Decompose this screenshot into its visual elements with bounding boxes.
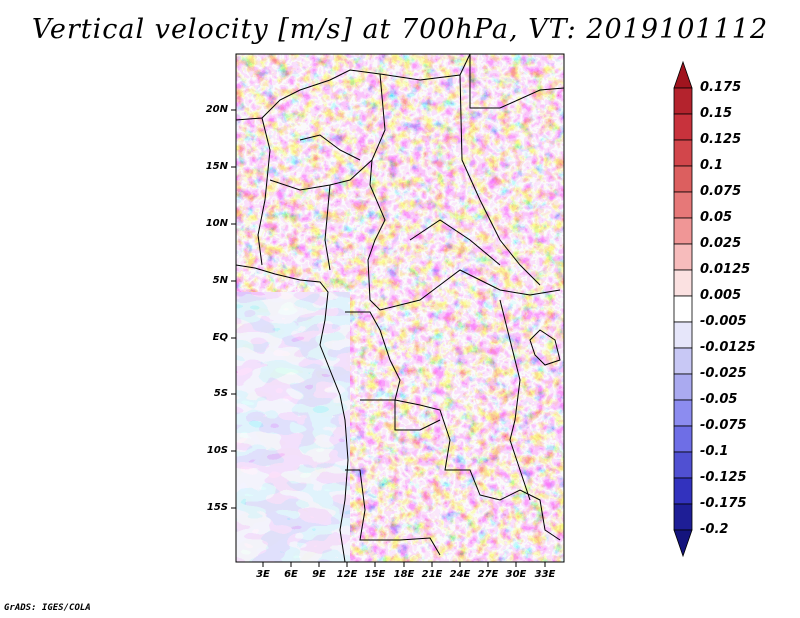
country-borders [236,54,564,562]
colorbar-segment [673,425,693,453]
colorbar-segment [673,347,693,375]
colorbar-segment [673,217,693,245]
colorbar-segment [673,451,693,479]
map-frame [235,53,565,563]
lon-label: 6E [284,569,298,580]
lon-label: 15E [364,569,386,580]
colorbar-segment [673,139,693,167]
credit-text: GrADS: IGES/COLA [4,603,91,613]
lon-label: 18E [393,569,415,580]
colorbar-segment [673,321,693,349]
lon-label: 27E [477,569,499,580]
colorbar-label: 0.1 [700,158,724,173]
colorbar-segment [673,191,693,219]
colorbar-segment [673,87,693,115]
lat-label: 15S [206,502,228,513]
lon-label: 21E [421,569,443,580]
colorbar-segment [673,529,693,558]
lat-label: 10S [206,445,228,456]
colorbar-label: -0.125 [700,470,747,485]
colorbar-label: -0.025 [700,366,747,381]
colorbar-label: 0.075 [700,184,742,199]
colorbar-label: 0.175 [700,80,742,95]
lat-label: 20N [205,104,228,115]
lat-ticks [231,109,236,509]
lat-label: 5S [213,388,228,399]
colorbar-label: -0.175 [700,496,747,511]
colorbar [673,60,693,558]
colorbar-label: -0.005 [700,314,747,329]
colorbar-label: 0.125 [700,132,742,147]
lat-label: 10N [205,218,228,229]
colorbar-label: -0.075 [700,418,747,433]
colorbar-segment [673,243,693,271]
colorbar-label: 0.025 [700,236,742,251]
colorbar-segment [673,373,693,401]
chart-title: Vertical velocity [m/s] at 700hPa, VT: 2… [31,14,769,45]
lat-label: 15N [205,161,228,172]
lon-label: 9E [312,569,326,580]
colorbar-label: 0.15 [700,106,733,121]
lat-label: EQ [212,332,228,343]
colorbar-segment [673,477,693,505]
lon-label: 30E [505,569,527,580]
lon-ticks [262,562,546,567]
lon-label: 3E [256,569,270,580]
colorbar-segment [673,269,693,297]
lon-label: 24E [449,569,471,580]
lat-label: 5N [212,275,228,286]
colorbar-segment [673,503,693,531]
colorbar-segment [673,295,693,323]
colorbar-label: -0.0125 [700,340,756,355]
lon-label: 33E [534,569,556,580]
colorbar-label: -0.1 [700,444,729,459]
colorbar-segment [673,113,693,141]
colorbar-segment [673,165,693,193]
lon-label: 12E [336,569,358,580]
colorbar-label: 0.0125 [700,262,751,277]
colorbar-label: -0.2 [700,522,729,537]
colorbar-label: 0.05 [700,210,733,225]
colorbar-label: -0.05 [700,392,738,407]
colorbar-segment [673,60,693,89]
colorbar-segment [673,399,693,427]
velocity-field [236,54,564,562]
colorbar-label: 0.005 [700,288,742,303]
